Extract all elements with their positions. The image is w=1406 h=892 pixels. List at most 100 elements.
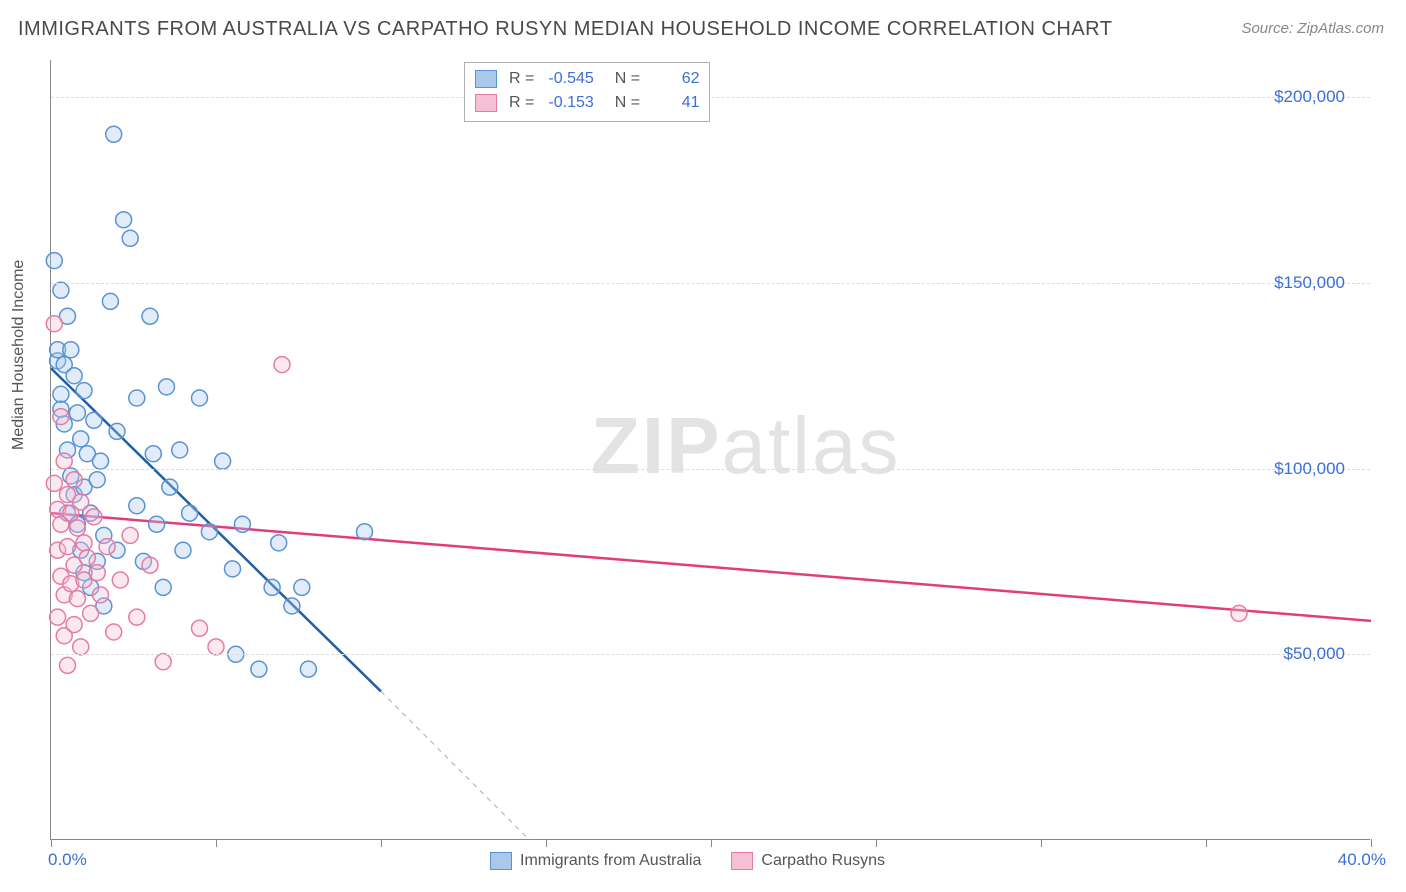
data-point-australia (357, 524, 373, 540)
data-point-australia (182, 505, 198, 521)
data-point-carpatho (106, 624, 122, 640)
x-tick (546, 839, 547, 847)
y-tick-label: $150,000 (1274, 273, 1345, 293)
x-tick (876, 839, 877, 847)
n-value-carpatho: 41 (644, 91, 699, 115)
data-point-australia (175, 542, 191, 558)
data-point-carpatho (66, 472, 82, 488)
data-point-australia (264, 579, 280, 595)
stats-row-carpatho: R = -0.153 N = 41 (475, 91, 699, 115)
x-tick (1371, 839, 1372, 847)
chart-svg (51, 60, 1370, 839)
data-point-carpatho (73, 494, 89, 510)
data-point-australia (201, 524, 217, 540)
data-point-australia (215, 453, 231, 469)
data-point-australia (122, 230, 138, 246)
swatch-carpatho-icon (731, 852, 753, 870)
data-point-carpatho (69, 520, 85, 536)
data-point-australia (172, 442, 188, 458)
data-point-carpatho (93, 587, 109, 603)
regression-extrapolation-australia (381, 691, 530, 840)
data-point-australia (76, 383, 92, 399)
data-point-carpatho (50, 609, 66, 625)
y-tick-label: $200,000 (1274, 87, 1345, 107)
data-point-australia (162, 479, 178, 495)
data-point-australia (149, 516, 165, 532)
data-point-carpatho (142, 557, 158, 573)
data-point-australia (69, 405, 85, 421)
data-point-carpatho (53, 409, 69, 425)
r-value-carpatho: -0.153 (539, 91, 594, 115)
data-point-australia (73, 431, 89, 447)
data-point-carpatho (76, 535, 92, 551)
data-point-australia (159, 379, 175, 395)
y-tick-label: $100,000 (1274, 459, 1345, 479)
data-point-carpatho (60, 539, 76, 555)
data-point-carpatho (83, 605, 99, 621)
data-point-carpatho (122, 527, 138, 543)
swatch-australia-icon (490, 852, 512, 870)
data-point-australia (106, 126, 122, 142)
x-tick (711, 839, 712, 847)
data-point-carpatho (89, 565, 105, 581)
data-point-australia (294, 579, 310, 595)
data-point-australia (86, 412, 102, 428)
data-point-australia (109, 423, 125, 439)
plot-area: ZIPatlas $50,000$100,000$150,000$200,000 (50, 60, 1370, 840)
data-point-australia (116, 212, 132, 228)
chart-title: IMMIGRANTS FROM AUSTRALIA VS CARPATHO RU… (18, 18, 1112, 41)
swatch-carpatho (475, 94, 497, 112)
data-point-australia (284, 598, 300, 614)
data-point-carpatho (46, 316, 62, 332)
data-point-carpatho (66, 617, 82, 633)
data-point-carpatho (155, 654, 171, 670)
data-point-carpatho (73, 639, 89, 655)
x-tick (1206, 839, 1207, 847)
legend-label-carpatho: Carpatho Rusyns (761, 852, 885, 870)
data-point-carpatho (1231, 605, 1247, 621)
x-axis-max-label: 40.0% (1338, 850, 1386, 870)
data-point-carpatho (46, 475, 62, 491)
y-axis-label: Median Household Income (10, 260, 28, 450)
data-point-australia (145, 446, 161, 462)
data-point-carpatho (60, 657, 76, 673)
data-point-australia (46, 253, 62, 269)
series-legend: Immigrants from Australia Carpatho Rusyn… (490, 852, 885, 870)
gridline (51, 97, 1370, 98)
data-point-australia (300, 661, 316, 677)
data-point-carpatho (79, 550, 95, 566)
x-tick (1041, 839, 1042, 847)
data-point-australia (234, 516, 250, 532)
n-value-australia: 62 (644, 67, 699, 91)
gridline (51, 654, 1370, 655)
data-point-australia (271, 535, 287, 551)
data-point-australia (225, 561, 241, 577)
data-point-carpatho (56, 453, 72, 469)
data-point-carpatho (192, 620, 208, 636)
correlation-stats-box: R = -0.545 N = 62 R = -0.153 N = 41 (464, 62, 710, 122)
x-tick (381, 839, 382, 847)
data-point-australia (251, 661, 267, 677)
data-point-carpatho (112, 572, 128, 588)
source-attribution: Source: ZipAtlas.com (1241, 20, 1384, 37)
data-point-carpatho (86, 509, 102, 525)
data-point-australia (53, 386, 69, 402)
gridline (51, 283, 1370, 284)
gridline (51, 469, 1370, 470)
stats-row-australia: R = -0.545 N = 62 (475, 67, 699, 91)
data-point-carpatho (129, 609, 145, 625)
legend-item-australia: Immigrants from Australia (490, 852, 701, 870)
data-point-carpatho (208, 639, 224, 655)
r-value-australia: -0.545 (539, 67, 594, 91)
data-point-australia (93, 453, 109, 469)
swatch-australia (475, 70, 497, 88)
y-tick-label: $50,000 (1284, 644, 1345, 664)
data-point-australia (63, 342, 79, 358)
data-point-carpatho (99, 539, 115, 555)
data-point-australia (89, 472, 105, 488)
data-point-australia (192, 390, 208, 406)
data-point-australia (142, 308, 158, 324)
data-point-australia (155, 579, 171, 595)
x-axis-min-label: 0.0% (48, 850, 87, 870)
data-point-australia (102, 293, 118, 309)
